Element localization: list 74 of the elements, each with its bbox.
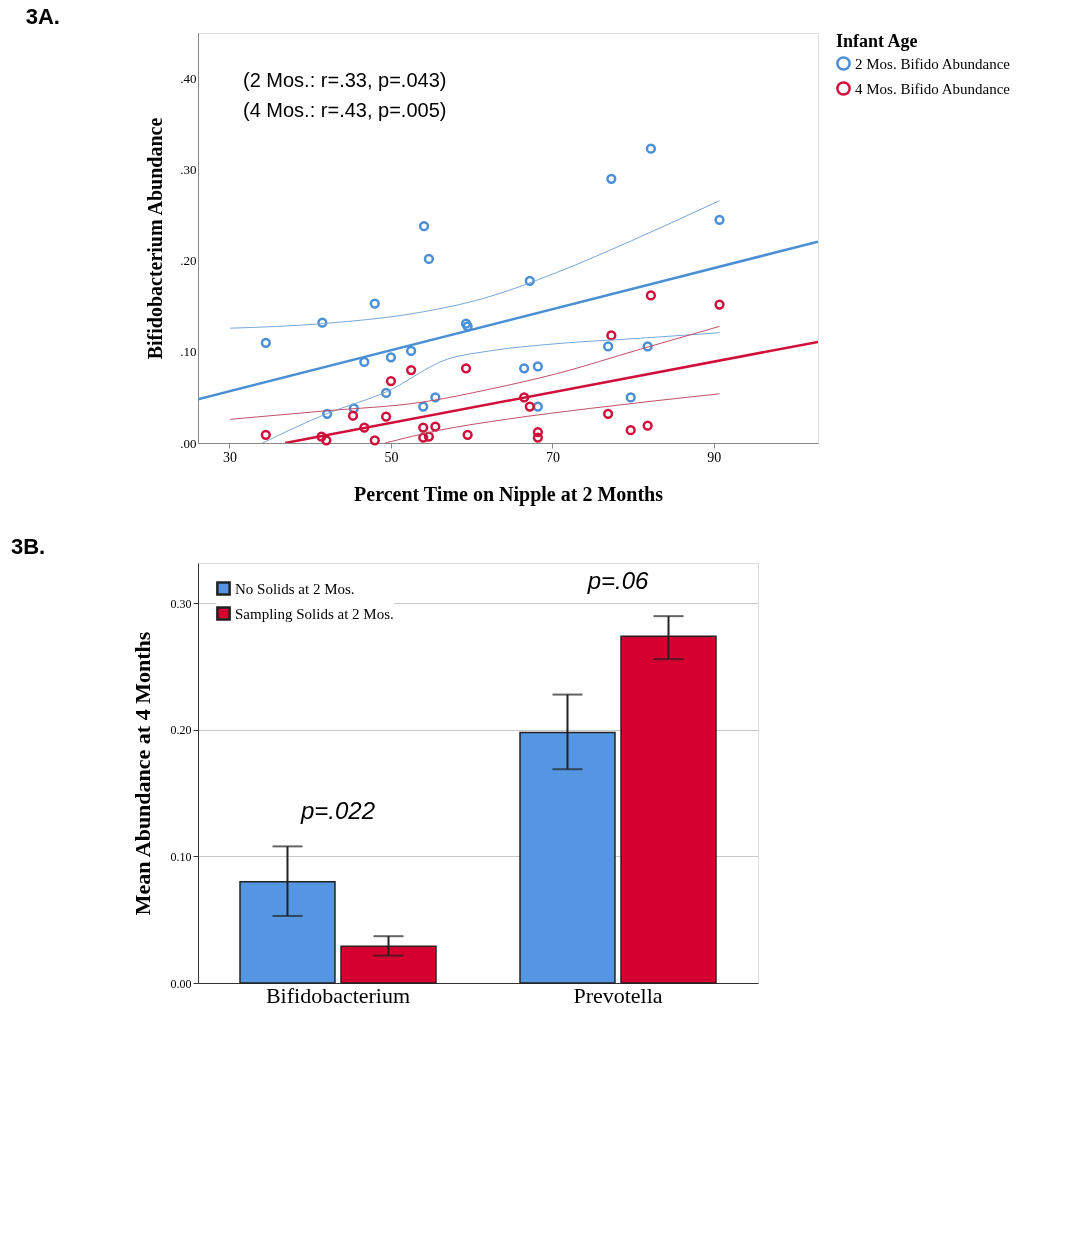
line-series [229, 325, 721, 420]
point [430, 392, 441, 403]
point [602, 408, 614, 419]
legend-title: Infant Age [836, 31, 918, 51]
point [260, 429, 271, 440]
point [524, 401, 535, 412]
annotation: p=.022 [299, 797, 376, 825]
point [385, 352, 397, 363]
x-axis-title: Percent Time on Nipple at 2 Months [354, 482, 664, 506]
point [642, 420, 653, 431]
line-series [384, 393, 721, 443]
y-tick-label: 0.30 [170, 596, 192, 611]
point [406, 345, 417, 357]
point [602, 341, 614, 352]
point [359, 356, 370, 368]
y-tick-label: 0.10 [170, 849, 192, 864]
x-tick-label: 90 [707, 449, 722, 465]
point [369, 435, 380, 446]
point [606, 173, 617, 184]
point [460, 363, 472, 374]
x-tick-label: 30 [222, 449, 237, 465]
y-tick-label: 0.20 [170, 723, 192, 738]
point [316, 431, 327, 442]
point [714, 214, 725, 225]
point [380, 411, 392, 422]
point [418, 401, 429, 412]
point [625, 392, 636, 403]
point [519, 363, 530, 374]
point [606, 330, 617, 341]
y-tick-label: .40 [180, 71, 197, 87]
point [430, 421, 441, 432]
point [532, 426, 543, 438]
point [406, 365, 417, 376]
point [385, 375, 397, 387]
line-series [229, 200, 721, 329]
legend-label: 2 Mos. Bifido Abundance [855, 55, 1011, 72]
point [714, 299, 725, 310]
chart-title: 3B. [11, 534, 46, 559]
point [532, 361, 543, 372]
point [462, 429, 473, 440]
point [625, 425, 636, 436]
annotation: (2 Mos.: r=.33, p=.043) [243, 69, 447, 91]
legend-label: No Solids at 2 Mos. [235, 580, 355, 597]
legend-label: Sampling Solids at 2 Mos. [235, 605, 394, 622]
y-axis-title: Bifidobacterium Abundance [144, 117, 167, 360]
point [369, 298, 380, 309]
point [418, 221, 430, 232]
point [423, 253, 435, 265]
point [519, 392, 530, 403]
x-tick-label: 70 [545, 449, 560, 465]
point [645, 143, 657, 154]
y-tick-label: .00 [180, 435, 197, 451]
y-axis-title: Mean Abundance at 4 Months [129, 631, 155, 916]
legend-label: 4 Mos. Bifido Abundance [855, 80, 1011, 97]
point [524, 275, 535, 286]
x-tick-label: 50 [384, 449, 399, 465]
point [532, 432, 543, 443]
point [645, 290, 657, 301]
point [359, 422, 370, 433]
point [347, 410, 359, 421]
point [418, 422, 429, 433]
line-series [262, 332, 721, 443]
y-tick-label: .10 [180, 344, 197, 360]
point [423, 431, 435, 442]
y-tick-label: .30 [180, 162, 197, 178]
chart-title: 3A. [25, 4, 60, 29]
x-tick-label: Bifidobacterium [265, 982, 411, 1008]
annotation: p=.06 [586, 567, 650, 595]
x-tick-label: Prevotella [573, 982, 663, 1008]
y-tick-label: 0.00 [170, 976, 192, 991]
point [260, 337, 271, 348]
point [321, 435, 332, 446]
annotation: (4 Mos.: r=.43, p=.005) [243, 99, 447, 121]
y-tick-label: .20 [180, 253, 197, 269]
